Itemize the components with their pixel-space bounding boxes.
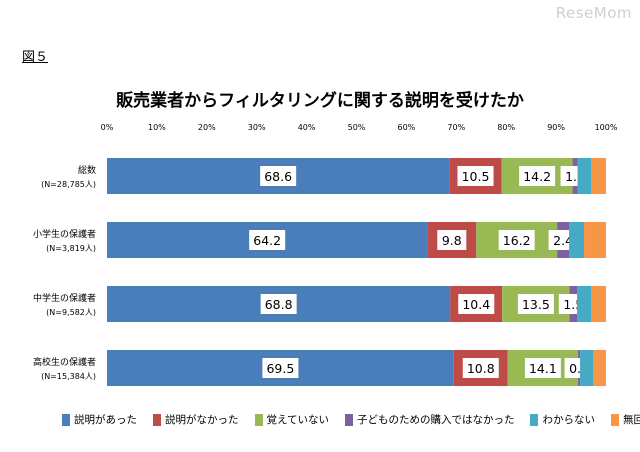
legend-item: 無回答 <box>610 412 640 427</box>
x-tick-label: 50% <box>348 123 366 132</box>
x-tick-label: 60% <box>398 123 416 132</box>
x-tick-label: 80% <box>497 123 515 132</box>
chart-legend: 説明があった 説明がなかった 覚えていない 子どものための購入ではなかった わからない 無… <box>62 412 640 427</box>
data-label-box <box>249 230 286 250</box>
data-label-box <box>517 294 554 314</box>
bar-segment <box>569 222 585 258</box>
bar-segment <box>580 350 594 386</box>
data-label-box <box>437 230 467 250</box>
category-n-label: (N=3,819人) <box>46 244 96 253</box>
legend-swatch <box>610 413 619 426</box>
legend-label: 説明がなかった <box>165 414 239 426</box>
figure-label: 図５ <box>22 50 49 65</box>
data-label-box <box>260 294 297 314</box>
data-label: 64.2 <box>253 233 281 248</box>
x-tick-label: 30% <box>248 123 266 132</box>
data-label-box <box>462 358 499 378</box>
legend-swatch <box>530 413 539 426</box>
data-label: 13.5 <box>522 297 550 312</box>
legend-swatch <box>153 413 161 426</box>
data-label-box <box>498 230 535 250</box>
bar-segment <box>591 158 606 194</box>
data-label: 68.8 <box>265 297 293 312</box>
x-tick-label: 20% <box>198 123 216 132</box>
watermark-logo: ReseMom <box>555 4 632 22</box>
legend-label: 覚えていない <box>266 414 329 426</box>
category-label: 高校生の保護者 <box>33 356 96 368</box>
data-label-box <box>519 166 556 186</box>
x-tick-label: 90% <box>547 123 565 132</box>
legend-swatch <box>254 413 263 426</box>
legend-item: わからない <box>530 412 595 427</box>
x-tick-label: 40% <box>298 123 316 132</box>
bar-segment <box>584 222 606 258</box>
bar-segment <box>591 286 606 322</box>
x-tick-label: 100% <box>595 123 618 132</box>
legend-label: 子どものための購入ではなかった <box>356 414 515 426</box>
bar-segment <box>577 158 592 194</box>
data-label: 10.4 <box>462 297 490 312</box>
data-label: 9.8 <box>442 233 462 248</box>
bar-segment <box>593 350 606 386</box>
legend-item: 子どものための購入ではなかった <box>344 412 515 427</box>
data-label: 2.4 <box>553 233 573 248</box>
data-label: 16.2 <box>503 233 531 248</box>
bar-segment <box>577 286 592 322</box>
category-label: 総数 <box>78 164 96 176</box>
x-tick-label: 0% <box>101 123 114 132</box>
category-label: 中学生の保護者 <box>33 292 96 304</box>
data-label: 69.5 <box>266 361 294 376</box>
category-n-label: (N=28,785人) <box>41 180 96 189</box>
data-label-box <box>262 358 299 378</box>
data-label-box <box>260 166 297 186</box>
legend-item: 覚えていない <box>254 412 329 427</box>
legend-swatch <box>62 413 70 426</box>
category-label: 小学生の保護者 <box>33 228 96 240</box>
legend-label: 説明があった <box>74 414 137 426</box>
data-label: 14.2 <box>523 169 551 184</box>
data-label: 10.5 <box>462 169 490 184</box>
legend-label: わからない <box>542 414 595 426</box>
category-n-label: (N=9,582人) <box>46 308 96 317</box>
data-label-box <box>524 358 561 378</box>
x-tick-label: 10% <box>148 123 166 132</box>
legend-item: 説明がなかった <box>153 412 239 427</box>
data-label: 10.8 <box>467 361 495 376</box>
legend-item: 説明があった <box>62 412 137 427</box>
chart-title: 販売業者からフィルタリングに関する説明を受けたか <box>116 91 524 111</box>
category-n-label: (N=15,384人) <box>41 372 96 381</box>
legend-swatch <box>344 413 353 426</box>
x-tick-label: 70% <box>447 123 465 132</box>
data-label: 14.1 <box>529 361 557 376</box>
data-label-box <box>457 166 494 186</box>
legend-label: 無回答 <box>622 414 640 426</box>
data-label-box <box>458 294 495 314</box>
data-label: 68.6 <box>264 169 292 184</box>
